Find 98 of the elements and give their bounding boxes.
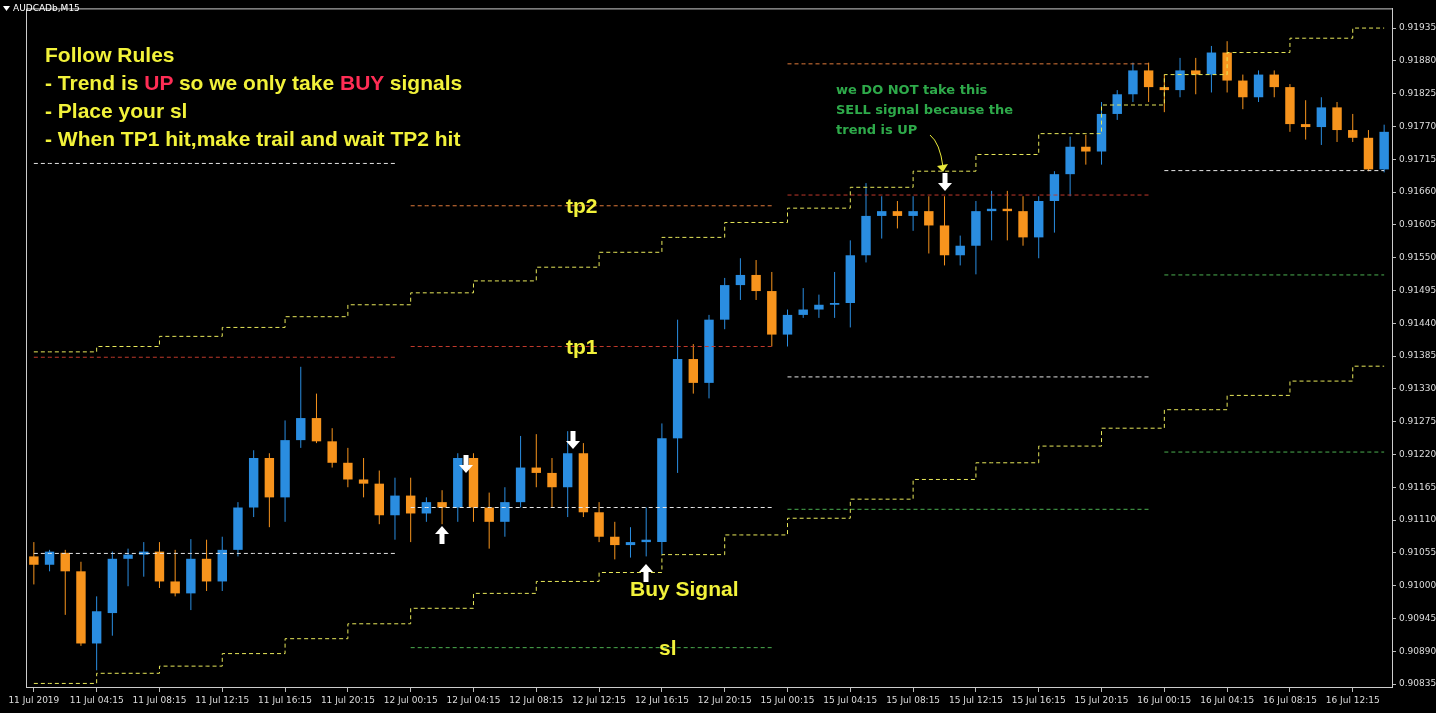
y-tick-label: 0.91055 xyxy=(1399,547,1436,558)
y-tick-label: 0.91715 xyxy=(1399,153,1436,164)
candlestick xyxy=(1300,99,1311,141)
candlestick xyxy=(1348,113,1358,143)
x-tick-label: 11 Jul 08:15 xyxy=(132,694,187,705)
x-tick-label: 15 Jul 12:15 xyxy=(948,694,1003,705)
candlestick xyxy=(1206,45,1217,93)
x-tick-label: 15 Jul 20:15 xyxy=(1074,694,1129,705)
candlestick xyxy=(327,427,337,469)
x-tick-label: 16 Jul 00:15 xyxy=(1137,694,1192,705)
annotation: - When TP1 hit,make trail and wait TP2 hit xyxy=(45,127,461,151)
x-tick-label: 15 Jul 16:15 xyxy=(1011,694,1066,705)
candlestick xyxy=(1253,69,1264,103)
candlestick xyxy=(170,549,180,597)
y-tick-label: 0.91605 xyxy=(1399,219,1436,230)
candlestick xyxy=(1128,62,1138,103)
candlestick xyxy=(1316,96,1327,146)
annotation: Follow Rules xyxy=(45,43,175,67)
candlestick xyxy=(924,195,934,254)
y-tick-label: 0.90835 xyxy=(1399,678,1436,689)
x-tick-label: 12 Jul 08:15 xyxy=(509,694,564,705)
x-tick-label: 11 Jul 20:15 xyxy=(320,694,375,705)
candlestick xyxy=(908,195,918,232)
y-tick-label: 0.91000 xyxy=(1399,579,1436,590)
candlestick xyxy=(625,526,636,559)
y-tick-label: 0.91385 xyxy=(1399,350,1436,361)
candlestick xyxy=(782,309,793,348)
annotation: tp2 xyxy=(566,193,598,218)
x-tick-label: 12 Jul 04:15 xyxy=(446,694,501,705)
x-tick-label: 15 Jul 08:15 xyxy=(886,694,941,705)
y-tick-label: 0.91165 xyxy=(1399,481,1436,492)
annotation: sl xyxy=(659,635,677,660)
x-tick-label: 16 Jul 12:15 xyxy=(1325,694,1380,705)
x-tick-label: 12 Jul 20:15 xyxy=(697,694,752,705)
x-tick-label: 15 Jul 00:15 xyxy=(760,694,815,705)
candlestick xyxy=(798,287,808,319)
annotation: - Place your sl xyxy=(45,99,188,123)
candlestick xyxy=(437,489,447,525)
candlestick xyxy=(641,507,651,557)
candlestick xyxy=(688,343,699,395)
x-tick-label: 15 Jul 04:15 xyxy=(823,694,878,705)
candlestick xyxy=(814,294,824,319)
y-tick-label: 0.91330 xyxy=(1399,383,1436,394)
y-tick-label: 0.91220 xyxy=(1399,448,1436,459)
candlestick xyxy=(1143,62,1154,103)
candlestick xyxy=(1191,57,1201,95)
y-tick-label: 0.91880 xyxy=(1399,55,1436,66)
annotation: we DO NOT take this SELL signal because the trend is UP xyxy=(836,81,1015,139)
candlestick xyxy=(343,447,353,488)
candlestick xyxy=(1238,74,1248,110)
text: - Trend is UP so we only take BUY signals xyxy=(45,71,463,94)
candlestick xyxy=(484,492,494,550)
candlestick xyxy=(610,521,620,560)
candlestick xyxy=(296,366,306,449)
candlestick xyxy=(1175,57,1185,98)
candlestick xyxy=(877,195,887,240)
candlestick xyxy=(1081,134,1091,166)
x-tick-label: 11 Jul 12:15 xyxy=(195,694,250,705)
y-tick-label: 0.91550 xyxy=(1399,252,1436,262)
y-tick-label: 0.91770 xyxy=(1399,120,1436,131)
candlestick xyxy=(123,548,133,587)
candlestick xyxy=(60,549,70,616)
annotation: Buy Signal xyxy=(630,577,739,601)
candlestick xyxy=(358,457,369,498)
candlestick xyxy=(1112,89,1122,121)
y-tick-label: 0.90945 xyxy=(1399,612,1436,623)
candlestick xyxy=(500,486,510,538)
x-tick-label: 12 Jul 12:15 xyxy=(572,694,627,705)
candlestick xyxy=(311,393,322,444)
candlestick xyxy=(892,200,903,229)
candlestick xyxy=(1332,101,1342,143)
x-tick-label: 12 Jul 16:15 xyxy=(634,694,689,705)
x-tick-label: 16 Jul 04:15 xyxy=(1200,694,1255,705)
candlestick xyxy=(735,257,746,301)
x-tick-label: 12 Jul 00:15 xyxy=(383,694,438,705)
y-tick-label: 0.91110 xyxy=(1399,514,1436,525)
y-tick-label: 0.91495 xyxy=(1399,284,1436,295)
x-tick-label: 11 Jul 04:15 xyxy=(69,694,124,705)
annotation: tp1 xyxy=(566,334,598,359)
y-tick-label: 0.91935 xyxy=(1399,22,1436,33)
candlestick xyxy=(44,549,55,572)
y-tick-label: 0.91440 xyxy=(1399,317,1436,328)
candlestick xyxy=(751,259,761,301)
y-tick-label: 0.91660 xyxy=(1399,186,1436,197)
candlestick xyxy=(547,457,557,509)
candlestick xyxy=(201,539,212,592)
candlestick xyxy=(29,541,39,585)
candlestick xyxy=(1269,69,1279,98)
x-tick-label: 16 Jul 08:15 xyxy=(1262,694,1317,705)
candlestick xyxy=(829,271,840,319)
candlestick xyxy=(955,235,965,266)
y-tick-label: 0.90890 xyxy=(1399,645,1436,656)
candlestick xyxy=(390,477,400,541)
y-tick-label: 0.91275 xyxy=(1399,415,1436,426)
chart-title: AUDCADb,M15 xyxy=(13,3,80,13)
x-tick-label: 11 Jul 16:15 xyxy=(258,694,313,705)
y-tick-label: 0.91825 xyxy=(1399,88,1436,99)
x-tick-label: 11 Jul 2019 xyxy=(8,694,60,705)
